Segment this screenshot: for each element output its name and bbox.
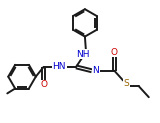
Text: O: O [40, 80, 47, 89]
Text: O: O [111, 48, 118, 57]
Text: N: N [92, 66, 99, 75]
Text: HN: HN [53, 62, 66, 71]
Text: S: S [123, 79, 129, 88]
Text: NH: NH [76, 50, 90, 59]
